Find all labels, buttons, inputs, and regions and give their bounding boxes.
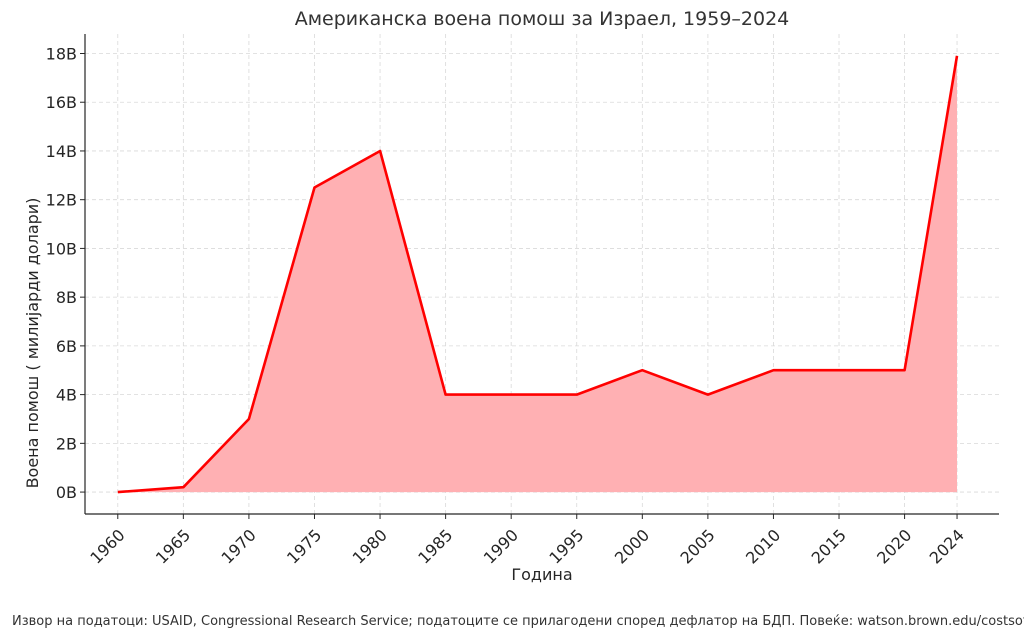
y-tick-label: 0B [56,483,77,502]
x-tick-label: 2015 [808,525,850,567]
y-tick-label: 16B [46,93,77,112]
area-fill [117,55,958,493]
y-tick-label: 10B [46,239,77,258]
source-note: Извор на податоци: USAID, Congressional … [12,614,1024,629]
y-tick-label: 8B [56,288,77,307]
y-tick-label: 18B [46,44,77,63]
x-axis-label: Година [511,565,572,584]
chart-title: Американска воена помош за Израел, 1959–… [295,8,790,30]
y-axis-ticks: 0B 2B 4B 6B 8B 10B 12B 14B 16B 18B [46,44,85,502]
y-axis-label: Воена помош ( милијарди долари) [23,198,42,489]
y-tick-label: 14B [46,142,77,161]
y-tick-label: 12B [46,191,77,210]
x-tick-label: 1970 [218,525,260,567]
axes [84,34,999,515]
x-tick-label: 1965 [152,525,194,567]
series-line [117,55,959,494]
y-tick-label: 6B [56,337,77,356]
x-tick-label: 1985 [414,525,456,567]
x-tick-label: 2000 [611,525,653,567]
x-tick-label: 1990 [480,525,522,567]
y-tick-label: 2B [56,434,77,453]
x-tick-label: 2024 [926,525,968,567]
x-tick-label: 1980 [349,525,391,567]
x-tick-label: 2010 [742,525,784,567]
x-tick-label: 1975 [283,525,325,567]
x-tick-label: 2005 [676,525,718,567]
x-axis-ticks: 1960 1965 1970 1975 1980 1985 1990 1995 2000 2005… [86,514,968,568]
y-tick-label: 4B [56,386,77,405]
x-tick-label: 1960 [86,525,128,567]
x-tick-label: 2020 [873,525,915,567]
x-tick-label: 1995 [545,525,587,567]
